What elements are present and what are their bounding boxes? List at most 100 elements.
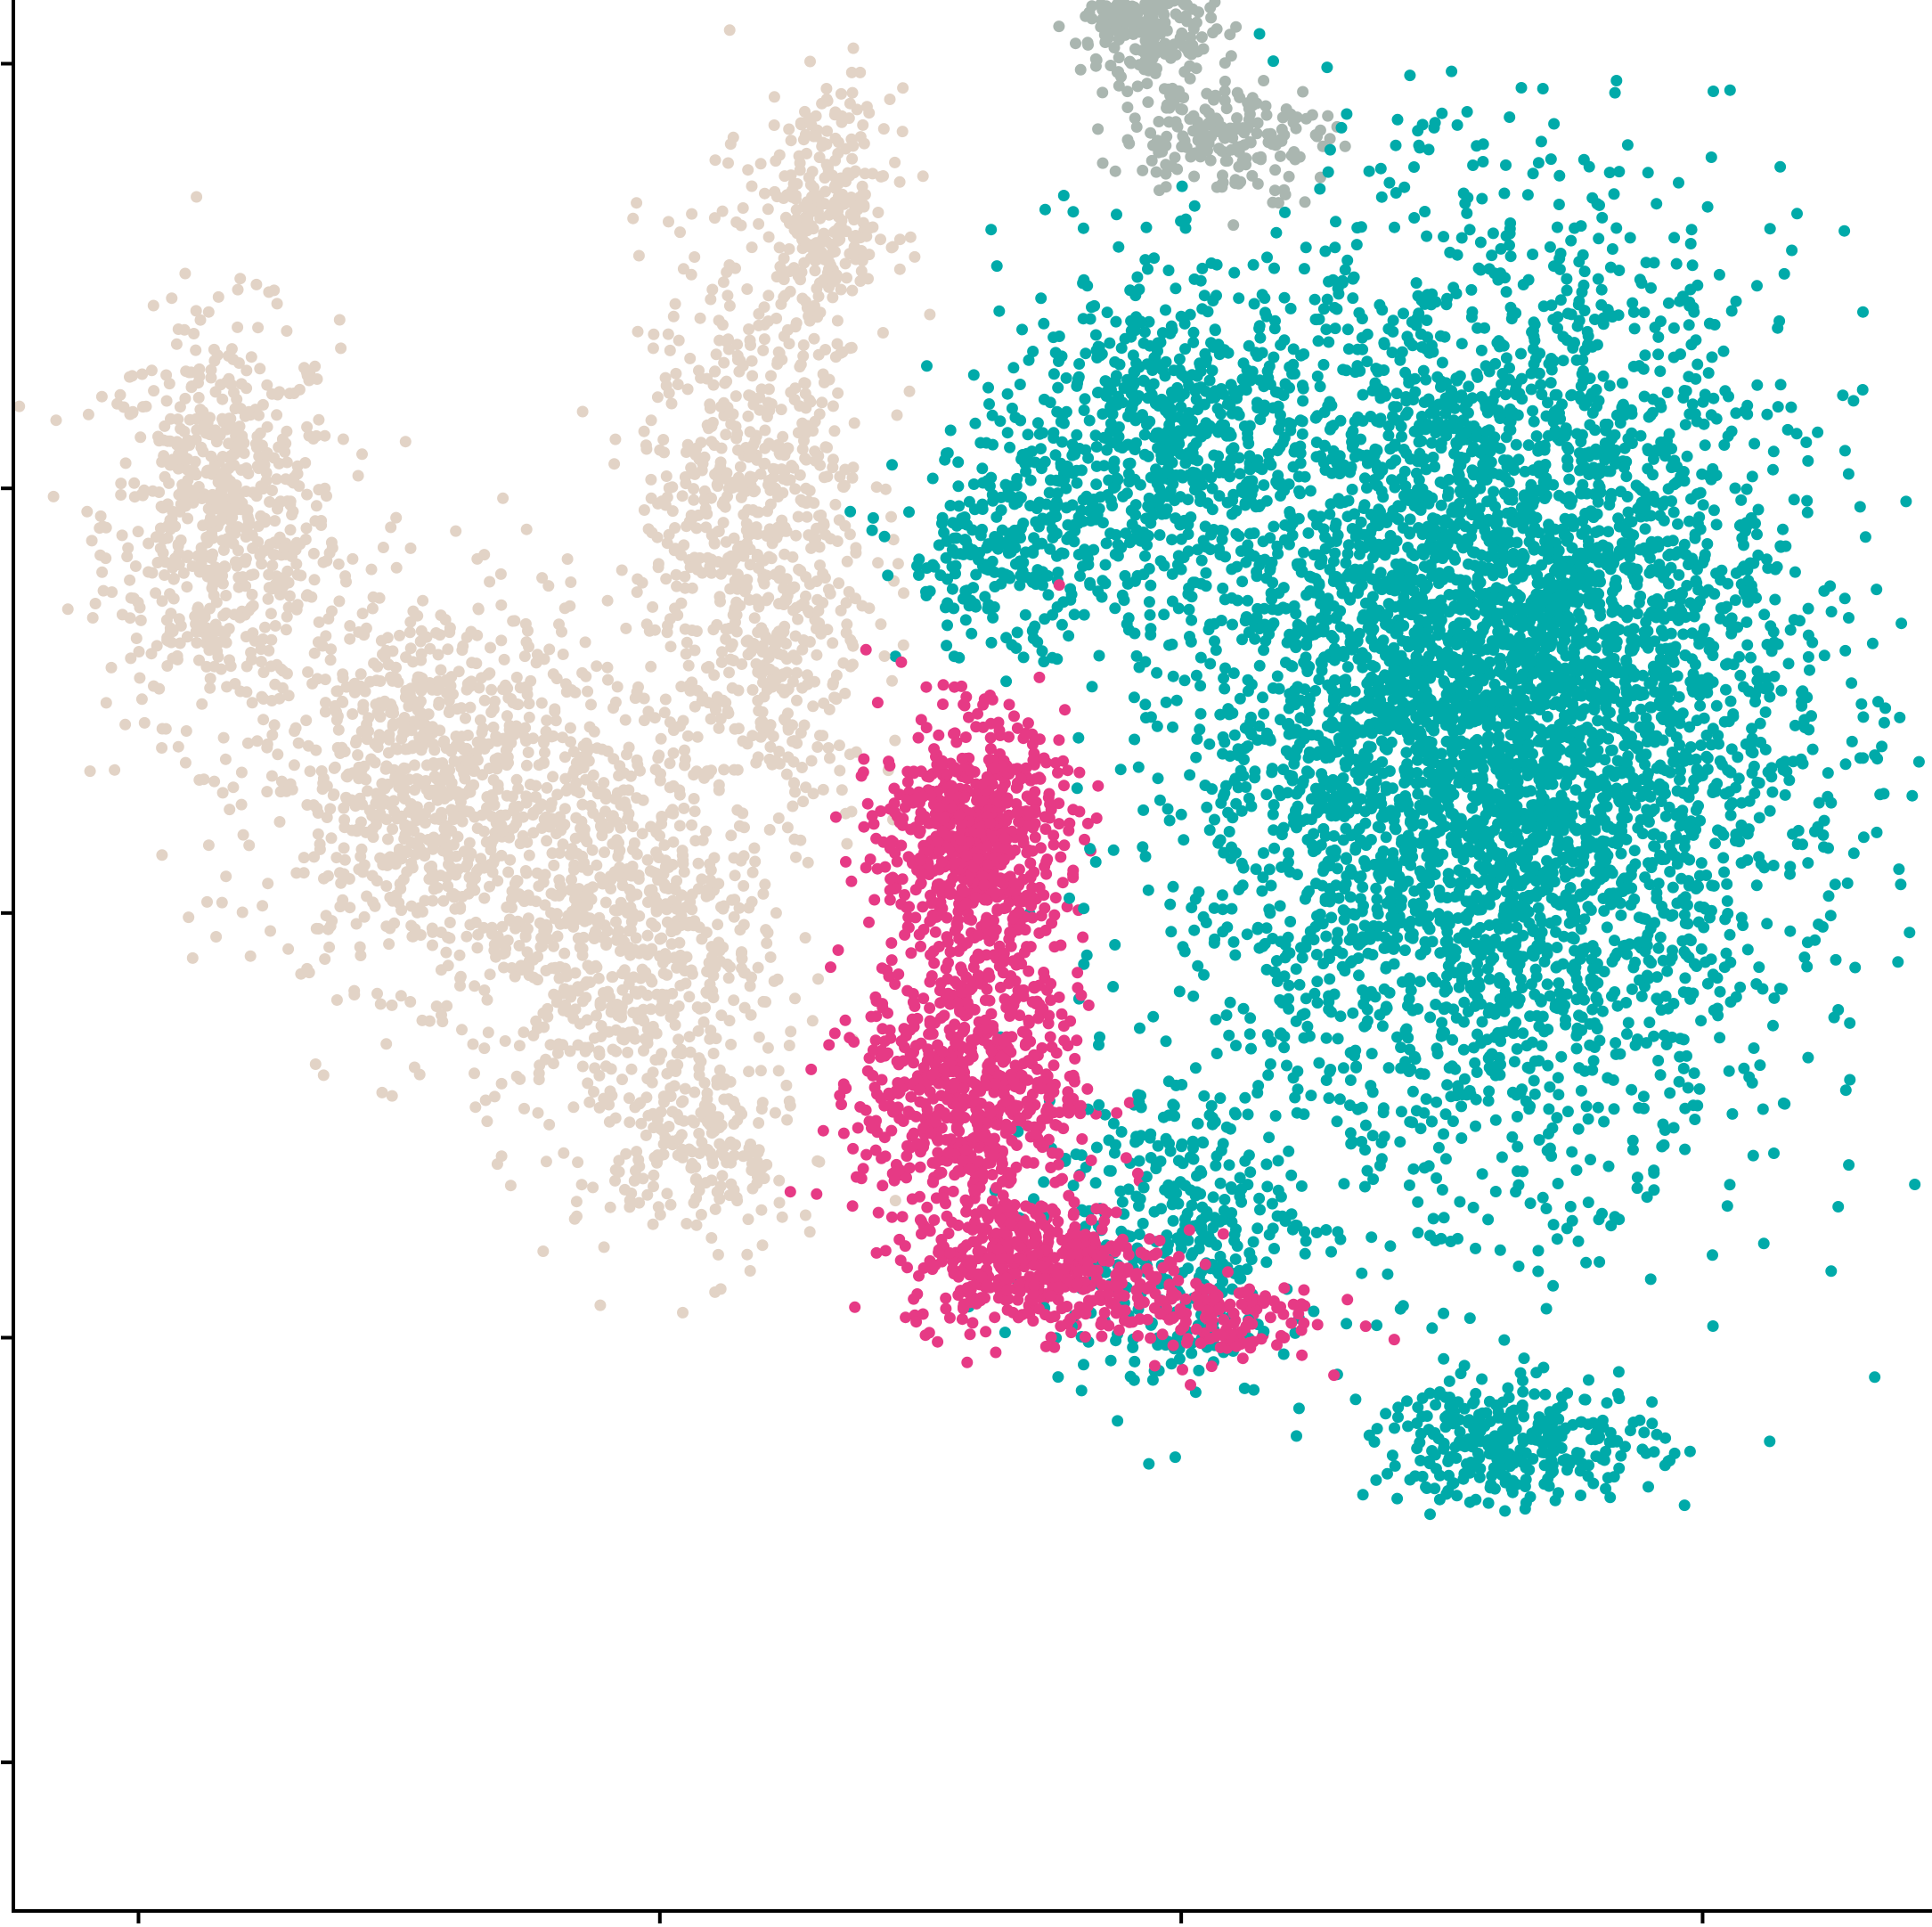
scatter-point — [829, 498, 842, 510]
scatter-point — [1285, 418, 1298, 430]
scatter-point — [217, 731, 230, 744]
scatter-point — [539, 747, 550, 759]
scatter-point — [320, 630, 332, 642]
scatter-point — [498, 961, 510, 974]
scatter-point — [506, 790, 518, 803]
scatter-point — [1684, 238, 1697, 249]
scatter-point — [638, 504, 650, 516]
scatter-point — [666, 804, 679, 816]
scatter-point — [412, 778, 425, 790]
scatter-point — [1341, 548, 1354, 560]
scatter-point — [755, 383, 768, 396]
scatter-point — [147, 485, 159, 497]
scatter-point — [795, 565, 807, 577]
scatter-point — [660, 470, 673, 482]
scatter-point — [467, 1038, 479, 1050]
scatter-point — [310, 500, 322, 512]
scatter-point — [612, 870, 624, 881]
scatter-point — [624, 1116, 636, 1129]
scatter-point — [1757, 1237, 1770, 1250]
scatter-point — [803, 485, 816, 497]
scatter-point — [681, 1218, 693, 1229]
scatter-point — [257, 693, 270, 705]
scatter-point — [723, 259, 736, 271]
scatter-point — [519, 617, 532, 630]
scatter-point — [770, 271, 783, 283]
scatter-point — [1535, 135, 1547, 148]
scatter-point — [739, 967, 751, 979]
scatter-point — [82, 408, 94, 421]
scatter-point — [1822, 767, 1834, 780]
scatter-point — [220, 870, 232, 883]
scatter-point — [109, 763, 121, 776]
scatter-point — [1498, 187, 1511, 200]
scatter-point — [815, 627, 827, 640]
scatter-point — [442, 643, 454, 656]
scatter-point — [153, 435, 166, 447]
scatter-point — [1638, 306, 1651, 319]
scatter-point — [458, 744, 470, 756]
scatter-point — [1083, 414, 1096, 427]
scatter-point — [1210, 1014, 1222, 1025]
scatter-point — [94, 510, 107, 522]
scatter-point — [646, 976, 658, 988]
scatter-point — [547, 1057, 559, 1070]
scatter-point — [1177, 1363, 1188, 1376]
scatter-point — [1206, 364, 1219, 377]
scatter-point — [143, 537, 155, 550]
scatter-point — [1470, 1120, 1481, 1132]
scatter-point — [557, 649, 569, 660]
scatter-point — [791, 694, 803, 706]
scatter-point — [730, 216, 743, 228]
scatter-point — [613, 837, 624, 849]
scatter-point — [730, 432, 743, 445]
scatter-point — [661, 626, 673, 639]
scatter-point — [254, 363, 266, 375]
scatter-point — [440, 946, 452, 959]
scatter-point — [741, 1248, 754, 1261]
scatter-point — [716, 1170, 729, 1182]
scatter-point — [257, 900, 269, 912]
scatter-point — [269, 515, 281, 527]
scatter-point — [390, 511, 403, 524]
scatter-point — [183, 366, 195, 379]
scatter-point — [1798, 951, 1811, 963]
scatter-point — [367, 591, 379, 603]
scatter-point — [373, 729, 386, 741]
scatter-point — [390, 672, 403, 684]
scatter-point — [1768, 1147, 1780, 1159]
scatter-point — [689, 644, 701, 657]
scatter-point — [1096, 157, 1109, 169]
scatter-point — [611, 816, 623, 829]
scatter-point — [1268, 184, 1281, 197]
scatter-point — [1205, 12, 1218, 24]
scatter-point — [783, 338, 795, 350]
scatter-point — [490, 951, 502, 963]
scatter-point — [672, 379, 684, 390]
scatter-point — [713, 473, 724, 486]
scatter-point — [196, 698, 208, 710]
scatter-point — [1230, 121, 1243, 134]
scatter-point — [404, 996, 417, 1008]
scatter-point — [1023, 354, 1035, 366]
scatter-point — [679, 1082, 691, 1095]
scatter-point — [746, 241, 758, 254]
scatter-point — [181, 463, 193, 476]
scatter-point — [413, 1068, 426, 1081]
scatter-point — [192, 480, 205, 493]
scatter-point — [709, 1203, 721, 1215]
scatter-point — [1470, 1242, 1481, 1254]
scatter-point — [290, 558, 303, 570]
scatter-point — [509, 615, 521, 627]
scatter-point — [1167, 880, 1179, 893]
scatter-point — [1525, 383, 1537, 396]
scatter-point — [374, 998, 387, 1010]
scatter-point — [1153, 116, 1165, 127]
scatter-point — [742, 164, 754, 176]
scatter-point — [843, 585, 855, 598]
scatter-point — [872, 207, 884, 218]
scatter-point — [833, 739, 845, 752]
scatter-point — [227, 781, 240, 794]
scatter-point — [383, 938, 395, 951]
